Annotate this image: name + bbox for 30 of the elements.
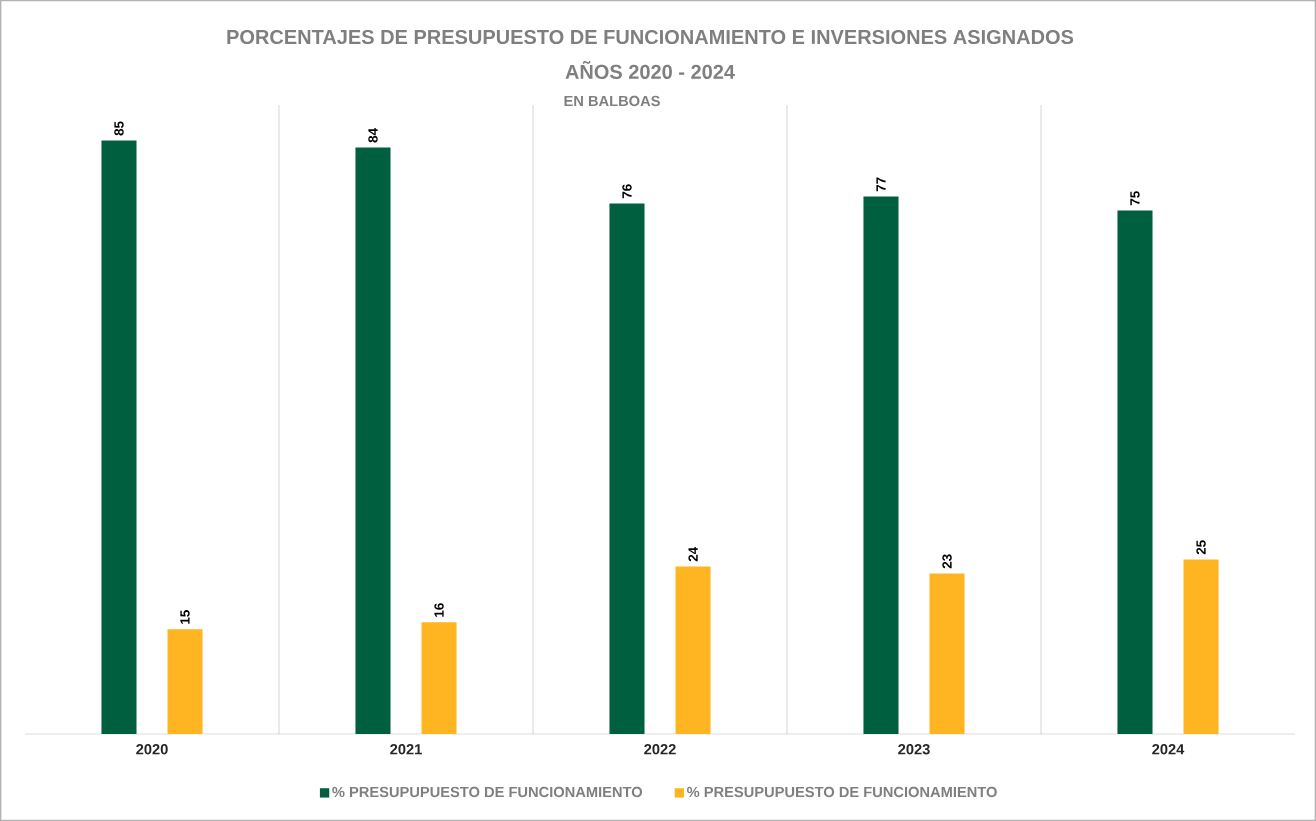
chart-title: PORCENTAJES DE PRESUPUESTO DE FUNCIONAMIENTO E INVERSIONES ASIGNADOS bbox=[227, 29, 1074, 45]
data-label: 23 bbox=[942, 554, 952, 569]
bar bbox=[929, 573, 965, 734]
x-tick-label: 2024 bbox=[1152, 744, 1185, 755]
bar bbox=[675, 566, 711, 734]
bar bbox=[1117, 210, 1153, 734]
data-label: 84 bbox=[368, 128, 378, 143]
data-label: 24 bbox=[688, 546, 698, 562]
data-label: 75 bbox=[1130, 191, 1140, 206]
legend-label: % PRESUPUPUESTO DE FUNCIONAMIENTO bbox=[687, 786, 997, 798]
data-label: 85 bbox=[114, 121, 124, 136]
x-tick-label: 2023 bbox=[898, 744, 930, 755]
bar bbox=[421, 622, 457, 734]
bar bbox=[167, 629, 203, 734]
x-tick-label: 2022 bbox=[644, 744, 676, 755]
data-label: 15 bbox=[180, 610, 190, 624]
data-label: 77 bbox=[876, 177, 886, 192]
legend-label: % PRESUPUPUESTO DE FUNCIONAMIENTO bbox=[332, 786, 643, 798]
data-label: 16 bbox=[434, 603, 444, 617]
bar bbox=[355, 147, 391, 734]
x-tick-label: 2021 bbox=[390, 744, 422, 755]
chart-subtitle: AÑOS 2020 - 2024 bbox=[565, 61, 735, 79]
data-label: 76 bbox=[622, 184, 632, 199]
text: EN BALBOAS bbox=[564, 95, 660, 107]
x-tick-label: 2020 bbox=[136, 744, 168, 755]
bar bbox=[863, 196, 899, 734]
bar bbox=[609, 203, 645, 734]
bar bbox=[101, 140, 137, 734]
bar bbox=[1183, 559, 1219, 734]
data-label: 25 bbox=[1196, 540, 1206, 555]
